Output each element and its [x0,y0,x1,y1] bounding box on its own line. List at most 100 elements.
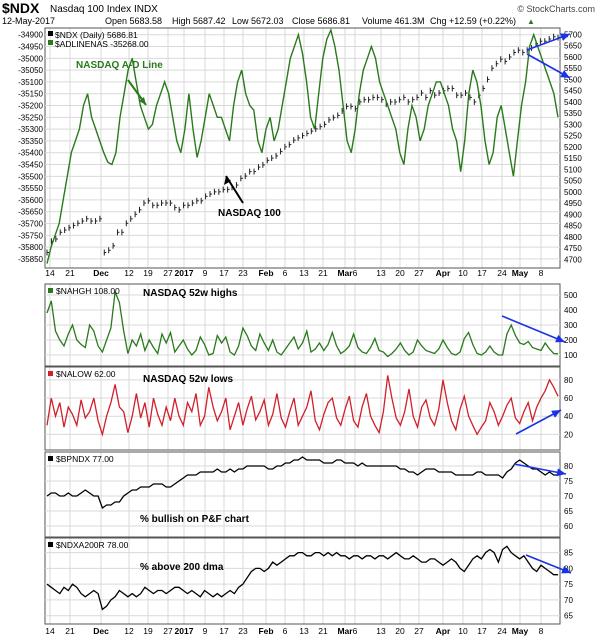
y-tick-right: 5700 [564,30,582,39]
y-tick-left: -35200 [18,102,43,111]
y-tick-right: 85 [564,549,573,558]
y-tick-right: 5150 [564,154,582,163]
x-tick-top: 19 [143,268,153,278]
x-tick-top: Apr [436,268,451,278]
y-tick-right: 500 [564,291,578,300]
y-tick-right: 80 [564,376,573,385]
label-52w-lows: NASDAQ 52w lows [143,374,233,385]
x-tick-top: Mar [337,268,353,278]
legend-swatch [48,456,53,461]
arrow-head-icon [560,70,570,78]
x-tick-top: 13 [299,268,309,278]
y-tick-left: -35750 [18,231,43,240]
y-tick-left: -34950 [18,43,43,52]
arrow-head-icon [224,176,231,185]
legend-ndx: $NDX (Daily) 5686.81 [55,30,138,40]
symbol: $NDX [2,0,40,16]
series-bpndx [46,456,558,510]
quote-open: Open 5683.58 [105,16,162,26]
x-tick-bottom: 17 [219,626,229,636]
y-tick-right: 65 [564,612,573,621]
y-tick-right: 65 [564,507,573,516]
y-tick-right: 4850 [564,222,582,231]
quote-date: 12-May-2017 [2,16,55,26]
y-tick-left: -35400 [18,149,43,158]
y-tick-right: 5300 [564,120,582,129]
x-tick-top: 2017 [175,268,194,278]
series-ndxa200r [46,545,558,611]
y-tick-right: 400 [564,306,578,315]
x-tick-bottom: Feb [258,626,273,636]
y-tick-right: 5100 [564,165,582,174]
chart-panels: -34900 -34950 -35000 -35050 -35100 -35150 -352… [18,27,582,636]
x-tick-top: 23 [238,268,248,278]
y-tick-left: -35850 [18,255,43,264]
y-tick-left: -35500 [18,172,43,181]
y-tick-right: 5200 [564,143,582,152]
panel-legend: $BPNDX 77.00 [56,454,114,464]
annotation-ndx: NASDAQ 100 [218,208,281,219]
arrow-head-icon [556,468,566,477]
x-tick-top: 17 [477,268,487,278]
y-tick-left: -35350 [18,137,43,146]
arrow-head-icon [139,97,146,105]
y-tick-right: 5050 [564,177,582,186]
x-tick-top: 17 [219,268,229,278]
x-tick-bottom: May [512,626,529,636]
panel-frame [44,27,561,269]
x-tick-bottom: 13 [376,626,386,636]
up-arrow-icon: ▲ [527,17,535,26]
y-tick-right: 5500 [564,75,582,84]
index-name: Nasdaq 100 Index INDX [50,4,158,15]
x-tick-top: 27 [414,268,424,278]
y-tick-left: -35550 [18,184,43,193]
x-tick-top: 9 [203,268,208,278]
x-tick-top: 13 [376,268,386,278]
x-tick-top: Dec [93,268,109,278]
y-tick-right: 70 [564,492,573,501]
panel-legend: $NAHGH 108.00 [56,286,120,296]
y-tick-right: 4700 [564,255,582,264]
x-tick-bottom: 9 [203,626,208,636]
y-tick-right: 100 [564,351,578,360]
trend-arrow-line [501,315,566,343]
x-tick-bottom: 17 [477,626,487,636]
x-tick-bottom: 8 [539,626,544,636]
y-tick-right: 300 [564,321,578,330]
quote-change: Chg +12.59 (+0.22%) [430,16,516,26]
quote-high: High 5687.42 [172,16,226,26]
legend-adline: $ADLINENAS -35268.00 [55,39,149,49]
y-tick-right: 5350 [564,109,582,118]
x-tick-bottom: 27 [163,626,173,636]
y-tick-right: 60 [564,394,573,403]
quote-volume: Volume 461.3M [362,16,425,26]
y-tick-right: 200 [564,336,578,345]
x-tick-top: 21 [65,268,75,278]
arrow-head-icon [551,410,561,418]
y-tick-left: -35000 [18,54,43,63]
y-tick-right: 5550 [564,64,582,73]
y-tick-right: 70 [564,596,573,605]
legend-swatch [48,31,53,36]
x-tick-bottom: 21 [65,626,75,636]
legend-swatch [48,371,53,376]
panel-legend: $NDXA200R 78.00 [56,540,129,550]
y-tick-left: -35700 [18,220,43,229]
y-tick-right: 4800 [564,233,582,242]
y-tick-left: -35250 [18,113,43,122]
y-tick-left: -35650 [18,208,43,217]
x-tick-top: Feb [258,268,273,278]
y-tick-left: -35450 [18,161,43,170]
y-tick-right: 80 [564,462,573,471]
x-tick-bottom: 13 [299,626,309,636]
series-nalow [46,375,559,437]
x-tick-top: 14 [45,268,55,278]
y-tick-left: -35800 [18,243,43,252]
y-tick-left: -35050 [18,66,43,75]
arrow-head-icon [561,565,571,574]
y-tick-left: -34900 [18,31,43,40]
x-tick-top: 12 [124,268,134,278]
legend-swatch [48,288,53,293]
x-tick-bottom: 20 [395,626,405,636]
panel-frame [44,366,561,451]
